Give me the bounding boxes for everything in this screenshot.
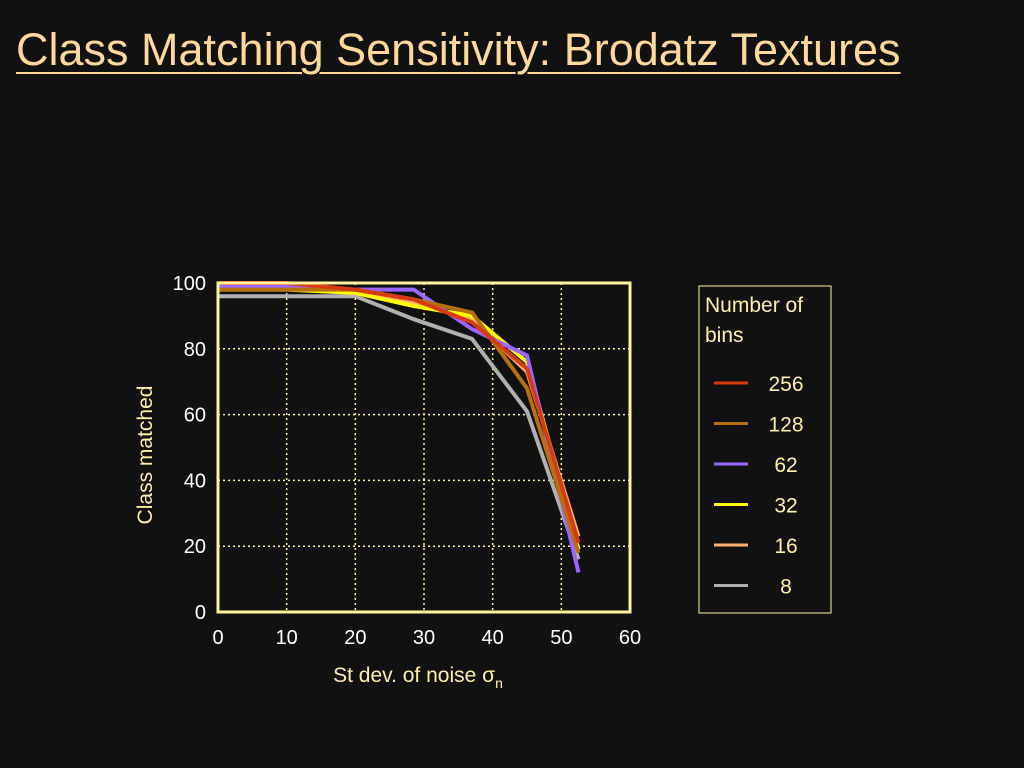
y-tick-label: 0 bbox=[195, 602, 206, 624]
legend-label-62: 62 bbox=[774, 454, 797, 477]
y-tick-label: 40 bbox=[184, 470, 206, 492]
x-axis-title-text: St dev. of noise σ bbox=[333, 664, 495, 687]
x-tick-label: 10 bbox=[276, 627, 298, 649]
series-line-256 bbox=[218, 281, 581, 544]
axis-ticks: 0 10 20 30 40 50 60 0 20 40 60 80 100 bbox=[173, 273, 642, 649]
x-tick-label: 30 bbox=[413, 627, 435, 649]
y-tick-label: 100 bbox=[173, 273, 206, 295]
x-axis-title-subscript: n bbox=[495, 675, 503, 691]
legend-label-8: 8 bbox=[780, 576, 792, 599]
series-line-62 bbox=[218, 284, 581, 573]
legend-title-line-1: Number of bbox=[705, 294, 803, 317]
x-axis-title: St dev. of noise σn bbox=[333, 664, 503, 691]
series-line-8 bbox=[218, 294, 581, 561]
x-tick-label: 40 bbox=[482, 627, 504, 649]
y-tick-label: 60 bbox=[184, 405, 206, 427]
series-line-32 bbox=[218, 287, 581, 551]
legend-items: 256 128 62 32 16 8 bbox=[714, 373, 804, 599]
slide-title: Class Matching Sensitivity: Brodatz Text… bbox=[16, 24, 901, 75]
legend-title: Number of bins bbox=[705, 294, 809, 347]
y-tick-label: 80 bbox=[184, 339, 206, 361]
x-tick-label: 0 bbox=[212, 627, 223, 649]
legend-title-line-2: bins bbox=[705, 324, 744, 347]
y-tick-label: 20 bbox=[184, 536, 206, 558]
legend-label-16: 16 bbox=[774, 535, 797, 558]
legend: Number of bins 256 128 62 32 16 8 bbox=[698, 285, 832, 614]
chart-series bbox=[218, 281, 581, 573]
plot-frame bbox=[216, 281, 632, 614]
legend-label-128: 128 bbox=[768, 414, 803, 437]
series-line-16 bbox=[218, 284, 581, 537]
legend-label-256: 256 bbox=[768, 373, 803, 396]
y-axis-title: Class matched bbox=[134, 386, 157, 525]
x-tick-label: 50 bbox=[550, 627, 572, 649]
series-line-128 bbox=[218, 287, 581, 554]
legend-label-32: 32 bbox=[774, 495, 797, 518]
x-tick-label: 60 bbox=[619, 627, 641, 649]
x-tick-label: 20 bbox=[344, 627, 366, 649]
chart-grid bbox=[218, 283, 630, 612]
legend-box bbox=[698, 285, 832, 614]
